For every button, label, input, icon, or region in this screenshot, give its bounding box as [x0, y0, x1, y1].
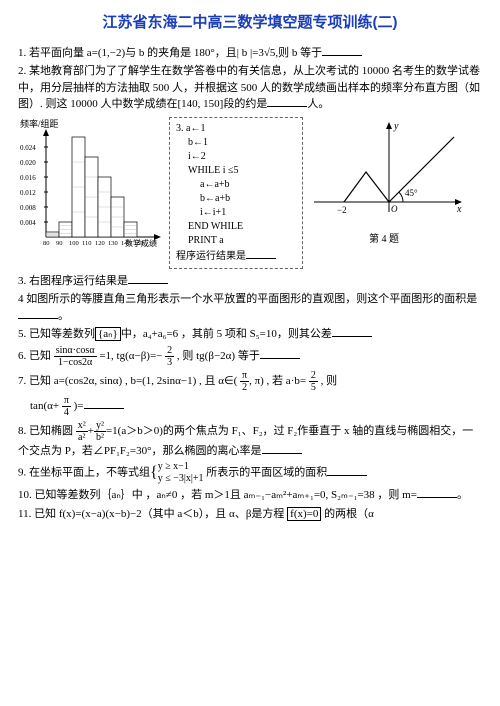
- svg-text:90: 90: [56, 240, 63, 247]
- code-l6: b←a+b: [176, 192, 296, 206]
- svg-text:0.024: 0.024: [20, 144, 36, 152]
- svg-text:0.008: 0.008: [20, 204, 36, 212]
- svg-text:y: y: [393, 121, 399, 132]
- graph-q4: x y O 45° −2 第 4 题: [309, 117, 464, 247]
- code-l7: i←i+1: [176, 206, 296, 220]
- xlabel: 数学成绩: [125, 238, 157, 247]
- q6: 6. 已知 sinα·cosα1−cos2α =1, tg(α−β)=− 23 …: [18, 345, 482, 368]
- code-l2: b←1: [176, 136, 296, 150]
- q10: 10. 已知等差数列｛aₙ｝中 ，aₙ≠0 ，若 m＞1且 aₘ₋₁−aₘ²+a…: [18, 487, 482, 504]
- svg-text:x: x: [456, 204, 462, 215]
- code-l4: WHILE i ≤5: [176, 164, 296, 178]
- svg-text:110: 110: [82, 240, 92, 247]
- blank: [267, 96, 307, 107]
- q8: 8. 已知椭圆 x²a²+y²b²=1(a＞b＞0)的两个焦点为 F₁、F₂，过…: [18, 420, 482, 460]
- svg-text:120: 120: [95, 240, 105, 247]
- q4: 4 如图所示的等腰直角三角形表示一个水平放置的平面图形的直观图，则这个平面图形的…: [18, 291, 482, 324]
- svg-text:0.020: 0.020: [20, 159, 36, 167]
- q3: 3. 右图程序运行结果是: [18, 273, 482, 290]
- code-l10: 程序运行结果是: [176, 248, 296, 264]
- q2-text: 2. 某地教育部门为了了解学生在数学答卷中的有关信息，从上次考试的 10000 …: [18, 65, 480, 110]
- page-title: 江苏省东海二中高三数学填空题专项训练(二): [18, 12, 482, 35]
- histogram-chart: 频率/组距 0.024 0.020 0.016 0.012 0.008 0.004 80 9…: [18, 117, 163, 247]
- code-l9: PRINT a: [176, 234, 296, 248]
- svg-text:第 4 题: 第 4 题: [369, 232, 399, 245]
- q7: 7. 已知 a=(cos2α, sinα) , b=(1, 2sinα−1) ,…: [18, 370, 482, 393]
- svg-text:80: 80: [43, 240, 50, 247]
- q1-text: 1. 若平面向量 a=(1,−2)与 b 的夹角是 180°，且| b |=3√…: [18, 47, 322, 59]
- svg-text:130: 130: [108, 240, 118, 247]
- q11: 11. 已知 f(x)=(x−a)(x−b)−2（其中 a＜b），且 α、β是方…: [18, 506, 482, 523]
- svg-text:0.004: 0.004: [20, 219, 36, 227]
- code-l8: END WHILE: [176, 220, 296, 234]
- blank: [322, 45, 362, 56]
- figure-row: 频率/组距 0.024 0.020 0.016 0.012 0.008 0.004 80 9…: [18, 117, 482, 269]
- svg-text:0.016: 0.016: [20, 174, 36, 182]
- svg-text:0.012: 0.012: [20, 189, 36, 197]
- q5: 5. 已知等差数列{aₙ}中，a₄+a₆=6 ，其前 5 项和 S₅=10，则其…: [18, 326, 482, 343]
- svg-text:45°: 45°: [405, 188, 418, 198]
- q9: 9. 在坐标平面上，不等式组{y ≥ x−1y ≤ −3|x|+1 所表示的平面…: [18, 461, 482, 485]
- ylabel: 频率/组距: [20, 118, 59, 129]
- q2: 2. 某地教育部门为了了解学生在数学答卷中的有关信息，从上次考试的 10000 …: [18, 63, 482, 113]
- svg-text:−2: −2: [337, 205, 347, 215]
- q2-suffix: 人。: [307, 98, 329, 110]
- svg-text:O: O: [391, 204, 398, 214]
- pseudocode-box: 3. a←1 b←1 i←2 WHILE i ≤5 a←a+b b←a+b i←…: [169, 117, 303, 269]
- q7-tan: tan(α+ π4 )=: [18, 395, 482, 418]
- svg-text:100: 100: [69, 240, 79, 247]
- code-l5: a←a+b: [176, 178, 296, 192]
- code-l1: 3. a←1: [176, 122, 296, 136]
- code-l3: i←2: [176, 150, 296, 164]
- q1: 1. 若平面向量 a=(1,−2)与 b 的夹角是 180°，且| b |=3√…: [18, 45, 482, 62]
